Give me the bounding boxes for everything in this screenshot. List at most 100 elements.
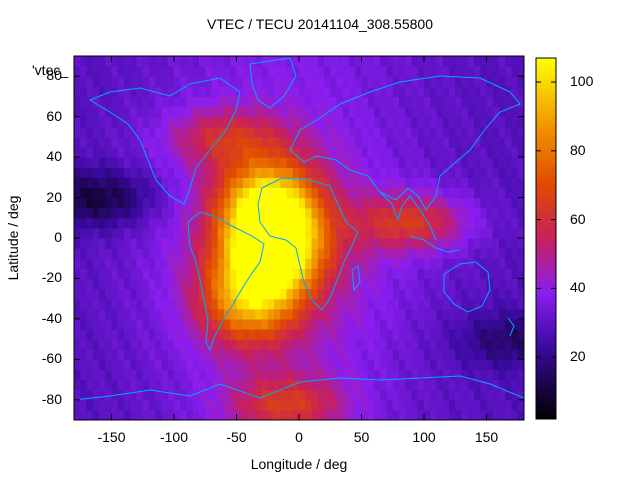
heatmap-cell [80,147,88,158]
heatmap-cell [242,197,250,209]
heatmap-cell [236,409,244,420]
heatmap-cell [311,288,319,300]
heatmap-cell [99,369,106,381]
heatmap-cell [74,227,81,239]
heatmap-cell [349,177,356,189]
heatmap-cell [186,126,194,138]
heatmap-cell [261,207,269,219]
heatmap-cell [130,207,138,219]
heatmap-cell [80,349,88,360]
heatmap-cell [149,136,156,148]
heatmap-cell [236,106,244,118]
heatmap-cell [442,238,450,249]
heatmap-cell [505,187,513,199]
heatmap-cell [124,349,131,360]
heatmap-cell [374,268,381,280]
heatmap-cell [317,389,325,401]
heatmap-cell [455,136,463,148]
heatmap-cell [105,116,113,128]
heatmap-cell [449,288,456,300]
heatmap-cell [374,66,381,77]
heatmap-cell [86,379,94,391]
heatmap-cell [149,308,156,320]
heatmap-cell [392,187,400,199]
heatmap-cell [255,268,263,280]
heatmap-cell [180,359,188,371]
heatmap-cell [274,197,281,209]
heatmap-cell [317,96,325,108]
heatmap-cell [492,278,500,290]
heatmap-cell [342,227,350,239]
heatmap-cell [436,207,444,219]
heatmap-cell [361,308,369,320]
heatmap-cell [292,76,300,87]
heatmap-cell [361,359,369,371]
heatmap-cell [511,157,519,168]
heatmap-cell [111,399,119,411]
heatmap-cell [99,66,106,77]
heatmap-cell [349,76,356,87]
heatmap-cell [311,268,319,280]
heatmap-cell [136,76,144,87]
heatmap-cell [461,197,469,209]
heatmap-cell [455,339,463,350]
heatmap-cell [474,116,481,128]
heatmap-cell [374,167,381,178]
heatmap-cell [486,187,494,199]
heatmap-cell [517,349,524,360]
heatmap-cell [380,207,388,219]
heatmap-cell [336,359,344,371]
heatmap-cell [399,258,406,269]
heatmap-cell [117,116,125,128]
heatmap-cell [249,329,256,340]
heatmap-cell [167,379,175,391]
heatmap-cell [155,86,163,98]
heatmap-cell [461,399,469,411]
heatmap-cell [142,288,150,300]
heatmap-cell [111,238,119,249]
heatmap-cell [111,369,119,381]
heatmap-cell [92,318,100,330]
heatmap-cell [430,177,438,189]
heatmap-cell [92,359,100,371]
heatmap-cell [330,389,338,401]
heatmap-cell [417,329,425,340]
heatmap-cell [299,157,306,168]
heatmap-cell [192,399,200,411]
heatmap-cell [411,157,419,168]
heatmap-cell [211,136,219,148]
heatmap-cell [411,278,419,290]
heatmap-cell [149,298,156,310]
heatmap-cell [230,116,238,128]
heatmap-cell [349,106,356,118]
heatmap-cell [74,66,81,77]
heatmap-cell [186,96,194,108]
heatmap-cell [467,318,475,330]
heatmap-cell [430,76,438,87]
heatmap-cell [224,399,231,411]
heatmap-cell [517,56,524,67]
x-tick-label: -50 [226,429,247,445]
heatmap-cell [174,369,181,381]
heatmap-cell [155,96,163,108]
heatmap-cell [380,66,388,77]
heatmap-cell [255,318,263,330]
heatmap-cell [199,187,206,199]
heatmap-cell [474,106,481,118]
heatmap-cell [130,399,138,411]
heatmap-cell [161,157,169,168]
heatmap-cell [411,389,419,401]
heatmap-cell [436,136,444,148]
heatmap-cell [399,207,406,219]
heatmap-cell [349,56,356,67]
heatmap-cell [311,379,319,391]
heatmap-cell [392,268,400,280]
heatmap-cell [442,389,450,401]
heatmap-cell [161,116,169,128]
heatmap-cell [155,268,163,280]
heatmap-cell [286,86,294,98]
heatmap-cell [267,248,275,259]
heatmap-cell [230,207,238,219]
heatmap-cell [205,369,213,381]
heatmap-cell [424,116,431,128]
